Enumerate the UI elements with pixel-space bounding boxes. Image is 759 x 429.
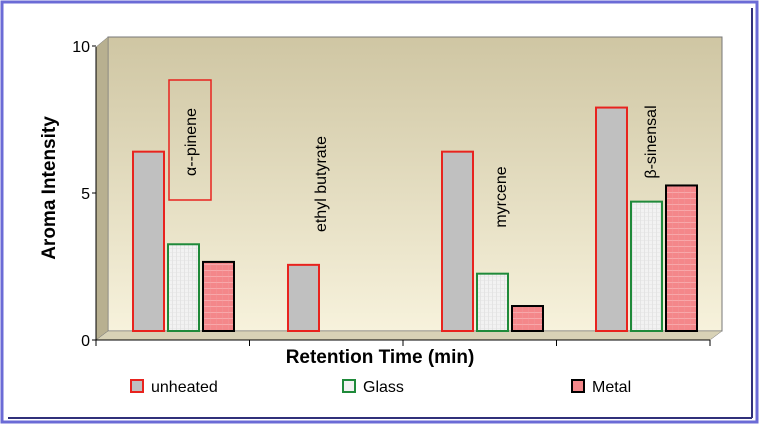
bar-glass-0 [167, 243, 200, 333]
legend-label-glass: Glass [363, 379, 404, 396]
legend-swatch-unheated [130, 379, 144, 393]
category-labels: α--pinene ethyl butyrate myrcene β-sinensal [168, 79, 660, 232]
y-tick-label: 5 [81, 186, 90, 203]
category-label: myrcene [493, 166, 510, 227]
bar-metal-0 [202, 260, 235, 332]
bar-glass-3 [630, 200, 663, 332]
plot-side-wall [95, 36, 109, 341]
bar-glass-2 [476, 272, 509, 333]
category-label-box [168, 79, 212, 201]
category-label: β-sinensal [643, 105, 660, 178]
legend-swatch-glass [342, 379, 356, 393]
y-tick-label: 10 [72, 39, 90, 56]
bar-metal-3 [665, 184, 698, 332]
bar-unheated-3 [595, 106, 628, 332]
y-axis-title: Aroma Intensity [39, 116, 60, 260]
y-tick-label: 0 [81, 333, 90, 350]
x-axis-title: Retention Time (min) [286, 347, 475, 368]
y-ticks: 0 5 10 [72, 39, 96, 350]
legend-swatch-metal [571, 379, 585, 393]
plot-area [107, 36, 723, 332]
legend-label-metal: Metal [592, 379, 631, 396]
plot-floor [95, 330, 723, 341]
category-label: α--pinene [183, 108, 200, 176]
legend: unheated Glass Metal [130, 379, 631, 396]
category-label: ethyl butyrate [313, 136, 330, 232]
bar-unheated-2 [441, 150, 474, 332]
legend-label-unheated: unheated [151, 379, 218, 396]
bar-unheated-1 [287, 263, 320, 333]
x-ticks [95, 340, 711, 346]
bar-metal-2 [511, 305, 544, 333]
bars [132, 106, 698, 333]
bar-unheated-0 [132, 150, 165, 332]
